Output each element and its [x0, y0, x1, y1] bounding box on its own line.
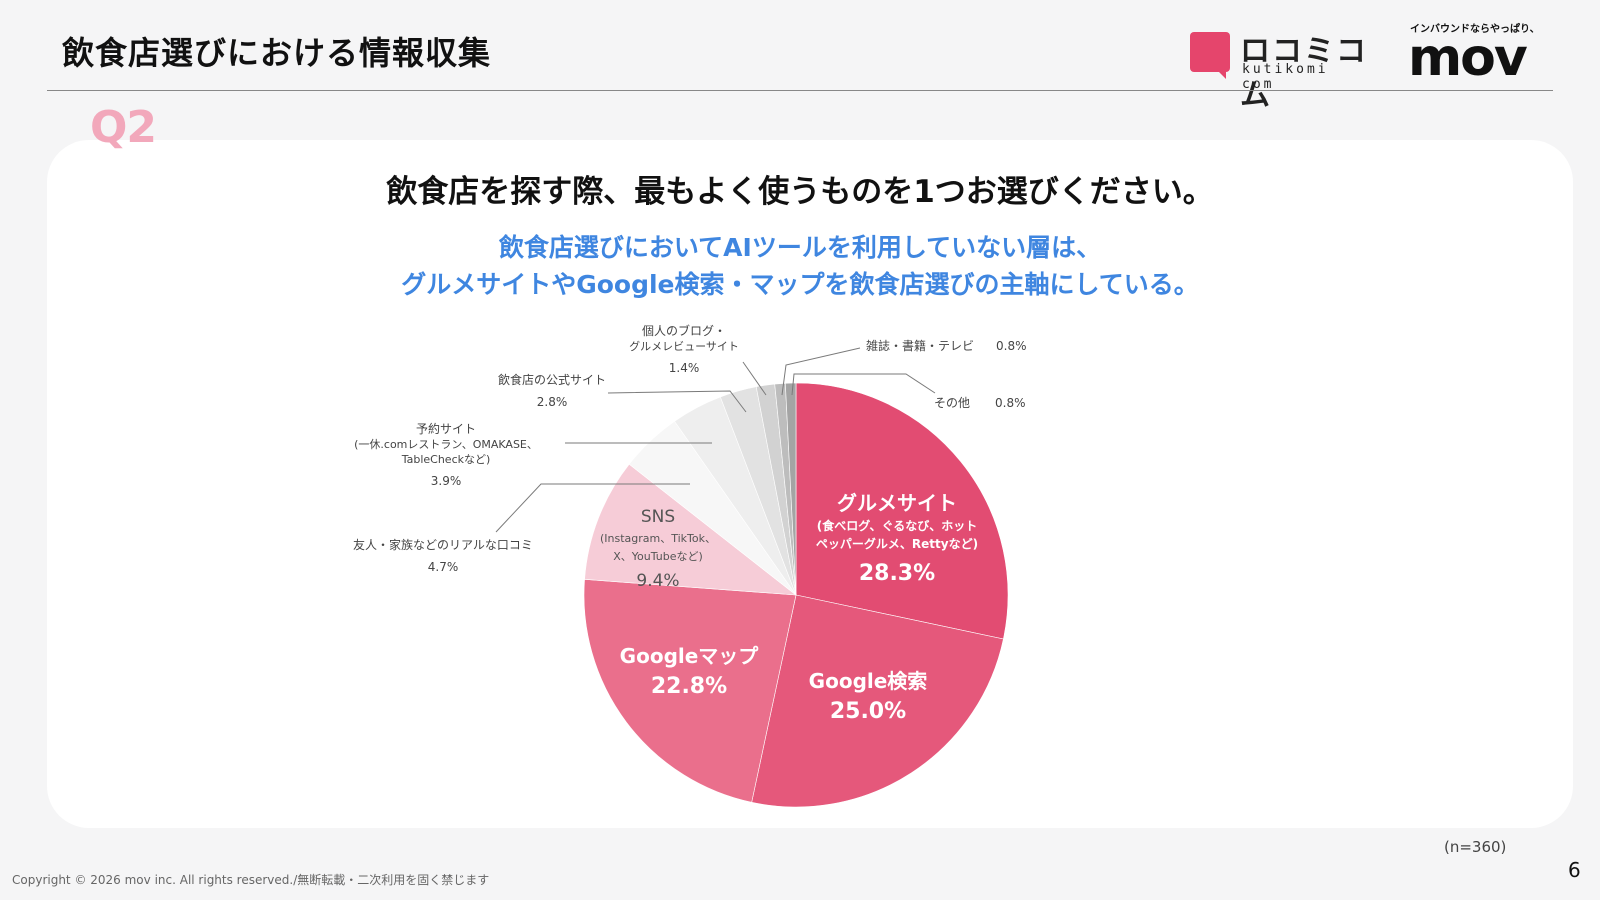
slice-sublabel-5-1: TableCheckなど) — [401, 453, 491, 466]
kutikomi-logo-text: ロコミコム — [1240, 34, 1368, 113]
pie-slice-1 — [751, 594, 1004, 808]
slice-label-5: 予約サイト — [416, 421, 476, 436]
question-number: Q2 — [90, 102, 157, 153]
slice-value-6: 2.8% — [537, 395, 568, 409]
slice-value-3: 9.4% — [636, 571, 679, 591]
pie-slice-9 — [785, 382, 797, 596]
mov-logo-tagline: インバウンドならやっぱり、 — [1410, 24, 1540, 35]
slice-value-8: 0.8% — [996, 339, 1027, 353]
leader-line-9 — [791, 373, 936, 396]
slice-value-2: 22.8% — [651, 674, 727, 699]
slice-value-1: 25.0% — [830, 699, 906, 724]
kutikomi-logo: ロコミコム kutikomi com — [1190, 28, 1368, 113]
header-divider — [47, 90, 1553, 91]
slice-label-0: グルメサイト — [837, 491, 957, 515]
leader-line-8 — [781, 347, 861, 396]
leader-line-7 — [742, 361, 767, 396]
slice-label-1: Google検索 — [809, 669, 928, 693]
page-number: 6 — [1568, 858, 1581, 882]
slice-value-0: 28.3% — [859, 561, 935, 586]
insight-line-1: 飲食店選びにおいてAIツールを利用していない層は、 — [498, 233, 1102, 262]
slice-label-8: 雑誌・書籍・テレビ — [866, 338, 974, 353]
speech-bubble-icon — [1190, 32, 1230, 79]
mov-logo: インバウンドならやっぱり、 mov — [1408, 20, 1548, 88]
copyright-notice: Copyright © 2026 mov inc. All rights res… — [12, 873, 490, 887]
slice-value-5: 3.9% — [431, 474, 462, 488]
pie-slice-3 — [584, 463, 797, 596]
slice-sublabel-5-0: (一休.comレストラン、OMAKASE、 — [354, 438, 538, 451]
slice-sublabel-3-0: (Instagram、TikTok、 — [600, 532, 716, 545]
pie-slice-2 — [583, 579, 797, 803]
kutikomi-logo-subtext: kutikomi com — [1242, 62, 1329, 92]
slice-value-7: 1.4% — [669, 361, 700, 375]
page-title: 飲食店選びにおける情報収集 — [62, 34, 492, 72]
pie-slice-0 — [795, 382, 1009, 640]
leader-line-4 — [495, 483, 690, 533]
slice-label-6: 飲食店の公式サイト — [498, 372, 606, 387]
insight-line-2: グルメサイトやGoogle検索・マップを飲食店選びの主軸にしている。 — [401, 270, 1199, 299]
mov-logo-word: mov — [1408, 28, 1528, 88]
slice-sublabel-3-1: X、YouTubeなど) — [613, 550, 703, 563]
slice-value-4: 4.7% — [428, 560, 459, 574]
slice-sublabel-0-0: (食べログ、ぐるなび、ホット — [817, 518, 977, 533]
slice-label-3: SNS — [641, 507, 675, 527]
slice-label-2: Googleマップ — [620, 644, 760, 668]
sample-size-note: (n=360) — [1444, 838, 1507, 856]
slice-label-7: 個人のブログ・ — [642, 323, 726, 338]
slice-label-4: 友人・家族などのリアルな口コミ — [353, 537, 533, 552]
question-text: 飲食店を探す際、最もよく使うものを1つお選びください。 — [386, 174, 1214, 210]
slice-sublabel-7-0: グルメレビューサイト — [629, 339, 739, 353]
slice-value-9: 0.8% — [995, 396, 1026, 410]
slice-label-9: その他 — [934, 396, 970, 410]
slice-sublabel-0-1: ペッパーグルメ、Rettyなど) — [816, 536, 978, 551]
leader-line-6 — [607, 390, 747, 413]
